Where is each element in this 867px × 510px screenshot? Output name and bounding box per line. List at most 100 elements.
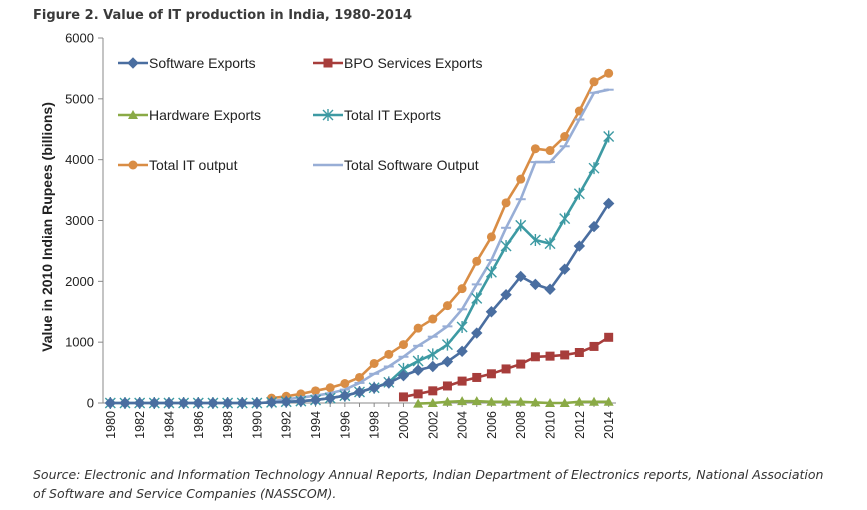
legend-item: Hardware Exports [118,107,261,123]
data-point [573,187,585,200]
data-point [442,381,452,391]
data-point [604,68,614,78]
data-point [544,237,556,250]
x-tick-label: 1996 [338,411,352,439]
data-point [325,383,335,393]
data-point [221,397,234,409]
source-note: Source: Electronic and Information Techn… [33,467,824,501]
data-point [369,358,379,368]
data-point [529,233,541,246]
data-point [368,382,380,394]
x-tick-label: 2000 [397,411,411,439]
legend-marker [128,160,138,170]
data-point [486,232,496,242]
data-point [441,355,454,368]
data-point [485,266,497,279]
data-point [602,197,615,210]
data-point [428,314,438,324]
data-point [177,397,190,409]
data-point [413,323,423,333]
data-point [545,146,555,156]
y-tick-label: 5000 [65,91,94,106]
data-point [192,397,204,409]
data-point [457,376,467,386]
x-tick-label: 2002 [426,411,440,439]
data-point [207,397,219,409]
data-point [588,162,600,175]
data-point [501,396,512,406]
y-tick-label: 0 [87,396,94,411]
x-tick-label: 2010 [544,411,558,439]
legend-label: Total IT output [149,157,238,173]
data-point [500,240,512,253]
data-point [355,372,364,382]
legend-marker [128,110,138,119]
legend-label: Total IT Exports [344,107,441,123]
data-point [163,397,175,409]
chart-legend: Software Exports BPO Services Exports Hard… [118,55,483,173]
data-point [280,396,292,408]
legend-item: BPO Services Exports [313,55,483,71]
data-point [427,398,438,407]
data-point [442,301,452,311]
x-tick-label: 1994 [309,411,323,439]
x-axis-ticks: 1980 1982 1984 1986 1988 1990 1992 1994 1996 1998… [104,403,616,439]
data-point [486,369,496,379]
data-point [515,219,527,232]
data-point [309,394,322,406]
legend-label: Total Software Output [344,157,479,173]
data-point [560,132,570,142]
series-total-software-output [266,88,614,403]
data-point [589,341,599,351]
data-point [324,392,336,404]
data-point [442,396,453,406]
x-tick-label: 2014 [602,411,616,439]
y-axis-ticks: 0 1000 2000 3000 4000 5000 6000 [65,31,103,411]
legend-item: Total Software Output [313,157,479,173]
data-point [295,395,307,407]
data-point [515,270,527,283]
data-point [500,289,512,301]
data-point [588,220,600,233]
legend-label: Hardware Exports [149,107,261,123]
y-tick-label: 1000 [65,335,94,350]
legend-marker [323,58,333,68]
data-point [545,351,555,361]
x-tick-label: 1998 [368,411,382,439]
x-tick-label: 1982 [133,411,147,439]
legend-label: BPO Services Exports [344,55,483,71]
data-point [397,369,410,382]
x-tick-label: 2008 [514,411,528,439]
data-point [603,396,614,406]
data-point [559,398,570,407]
data-point [560,350,570,360]
x-tick-label: 1992 [280,411,294,439]
y-tick-label: 6000 [65,31,94,46]
data-point [311,386,321,396]
data-point [530,397,541,407]
data-point [471,292,483,305]
series-hardware-exports [413,396,614,408]
y-tick-label: 4000 [65,152,94,167]
x-tick-label: 1986 [192,411,206,439]
legend-marker [127,57,139,69]
data-point [472,372,482,382]
data-point [265,396,278,409]
data-point [456,320,468,333]
y-tick-label: 2000 [65,274,94,289]
data-point [558,263,571,275]
legend-label: Software Exports [149,55,256,71]
data-point [456,345,468,357]
data-point [398,392,408,402]
data-point [413,398,424,408]
data-point [516,359,526,369]
data-point [471,396,482,406]
data-point [398,340,408,350]
data-point [353,386,366,398]
data-point [485,306,498,318]
data-point [119,397,131,409]
data-point [148,397,161,409]
data-point [516,174,526,184]
y-axis-label: Value in 2010 Indian Rupees (billions) [39,102,55,352]
data-point [486,396,497,406]
